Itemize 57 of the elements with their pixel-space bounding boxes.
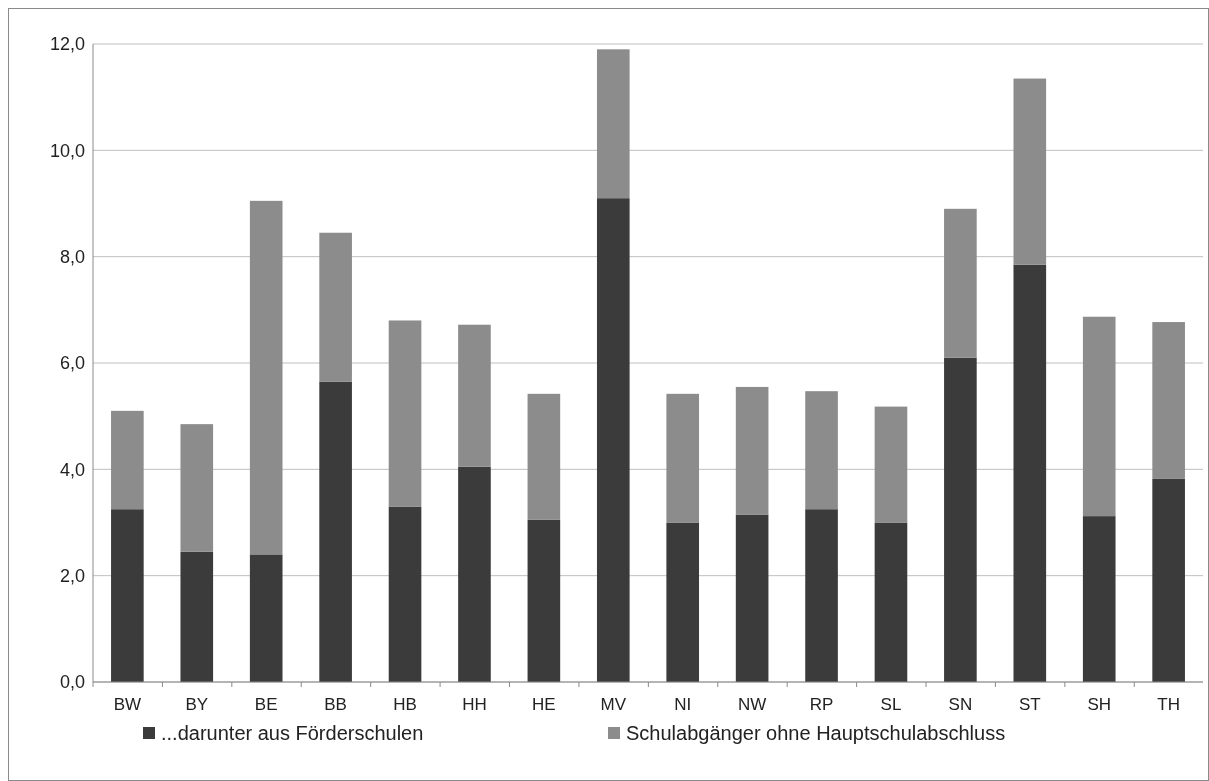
bar xyxy=(874,522,908,682)
bar xyxy=(1082,316,1116,517)
bar xyxy=(111,410,144,510)
bar xyxy=(527,393,561,520)
bar xyxy=(805,391,838,510)
bar xyxy=(944,357,977,682)
x-tick-label: HE xyxy=(532,695,556,714)
bar xyxy=(388,320,422,507)
bar xyxy=(458,324,491,467)
bar xyxy=(111,509,144,682)
x-tick-label: SN xyxy=(948,695,973,714)
x-tick-label: HH xyxy=(462,695,487,714)
x-tick-label: BY xyxy=(185,695,209,714)
y-tick-label: 0,0 xyxy=(59,672,85,693)
x-tick-label: BB xyxy=(324,695,347,714)
x-tick-label: TH xyxy=(1157,695,1180,714)
x-tick-label: SL xyxy=(880,695,902,714)
bar xyxy=(249,554,283,682)
bar xyxy=(180,551,214,682)
y-tick-label: 10,0 xyxy=(49,140,85,161)
bar xyxy=(735,514,769,682)
bar xyxy=(319,381,352,682)
bar xyxy=(805,509,838,682)
bar xyxy=(180,424,214,552)
bar xyxy=(596,49,630,199)
bar xyxy=(458,466,491,682)
x-tick-label: MV xyxy=(600,695,627,714)
bar xyxy=(249,200,283,555)
y-tick-label: 2,0 xyxy=(59,565,85,586)
x-tick-label: SH xyxy=(1087,695,1112,714)
bar xyxy=(596,198,630,682)
bar xyxy=(527,519,561,682)
y-tick-label: 4,0 xyxy=(59,459,85,480)
legend-label: ...darunter aus Förderschulen xyxy=(161,722,424,744)
bar xyxy=(944,208,977,358)
x-tick-label: RP xyxy=(809,695,834,714)
x-tick-label: BE xyxy=(254,695,278,714)
bar xyxy=(666,393,700,523)
bar xyxy=(1082,516,1116,682)
x-tick-label: NI xyxy=(674,695,692,714)
x-tick-label: NW xyxy=(737,695,767,714)
x-tick-label: ST xyxy=(1018,695,1041,714)
bar xyxy=(1152,478,1185,682)
x-tick-label: BW xyxy=(113,695,142,714)
y-tick-label: 6,0 xyxy=(59,353,85,374)
legend-label: Schulabgänger ohne Hauptschulabschluss xyxy=(626,722,1006,744)
y-tick-label: 12,0 xyxy=(49,34,85,55)
bar xyxy=(388,506,422,682)
bar xyxy=(1152,322,1185,479)
bar xyxy=(1013,264,1047,682)
y-tick-label: 8,0 xyxy=(59,246,85,267)
x-tick-label: HB xyxy=(393,695,417,714)
bar xyxy=(666,522,700,682)
bar xyxy=(319,232,352,382)
bar xyxy=(735,386,769,515)
bar xyxy=(1013,78,1047,265)
bar xyxy=(874,406,908,523)
